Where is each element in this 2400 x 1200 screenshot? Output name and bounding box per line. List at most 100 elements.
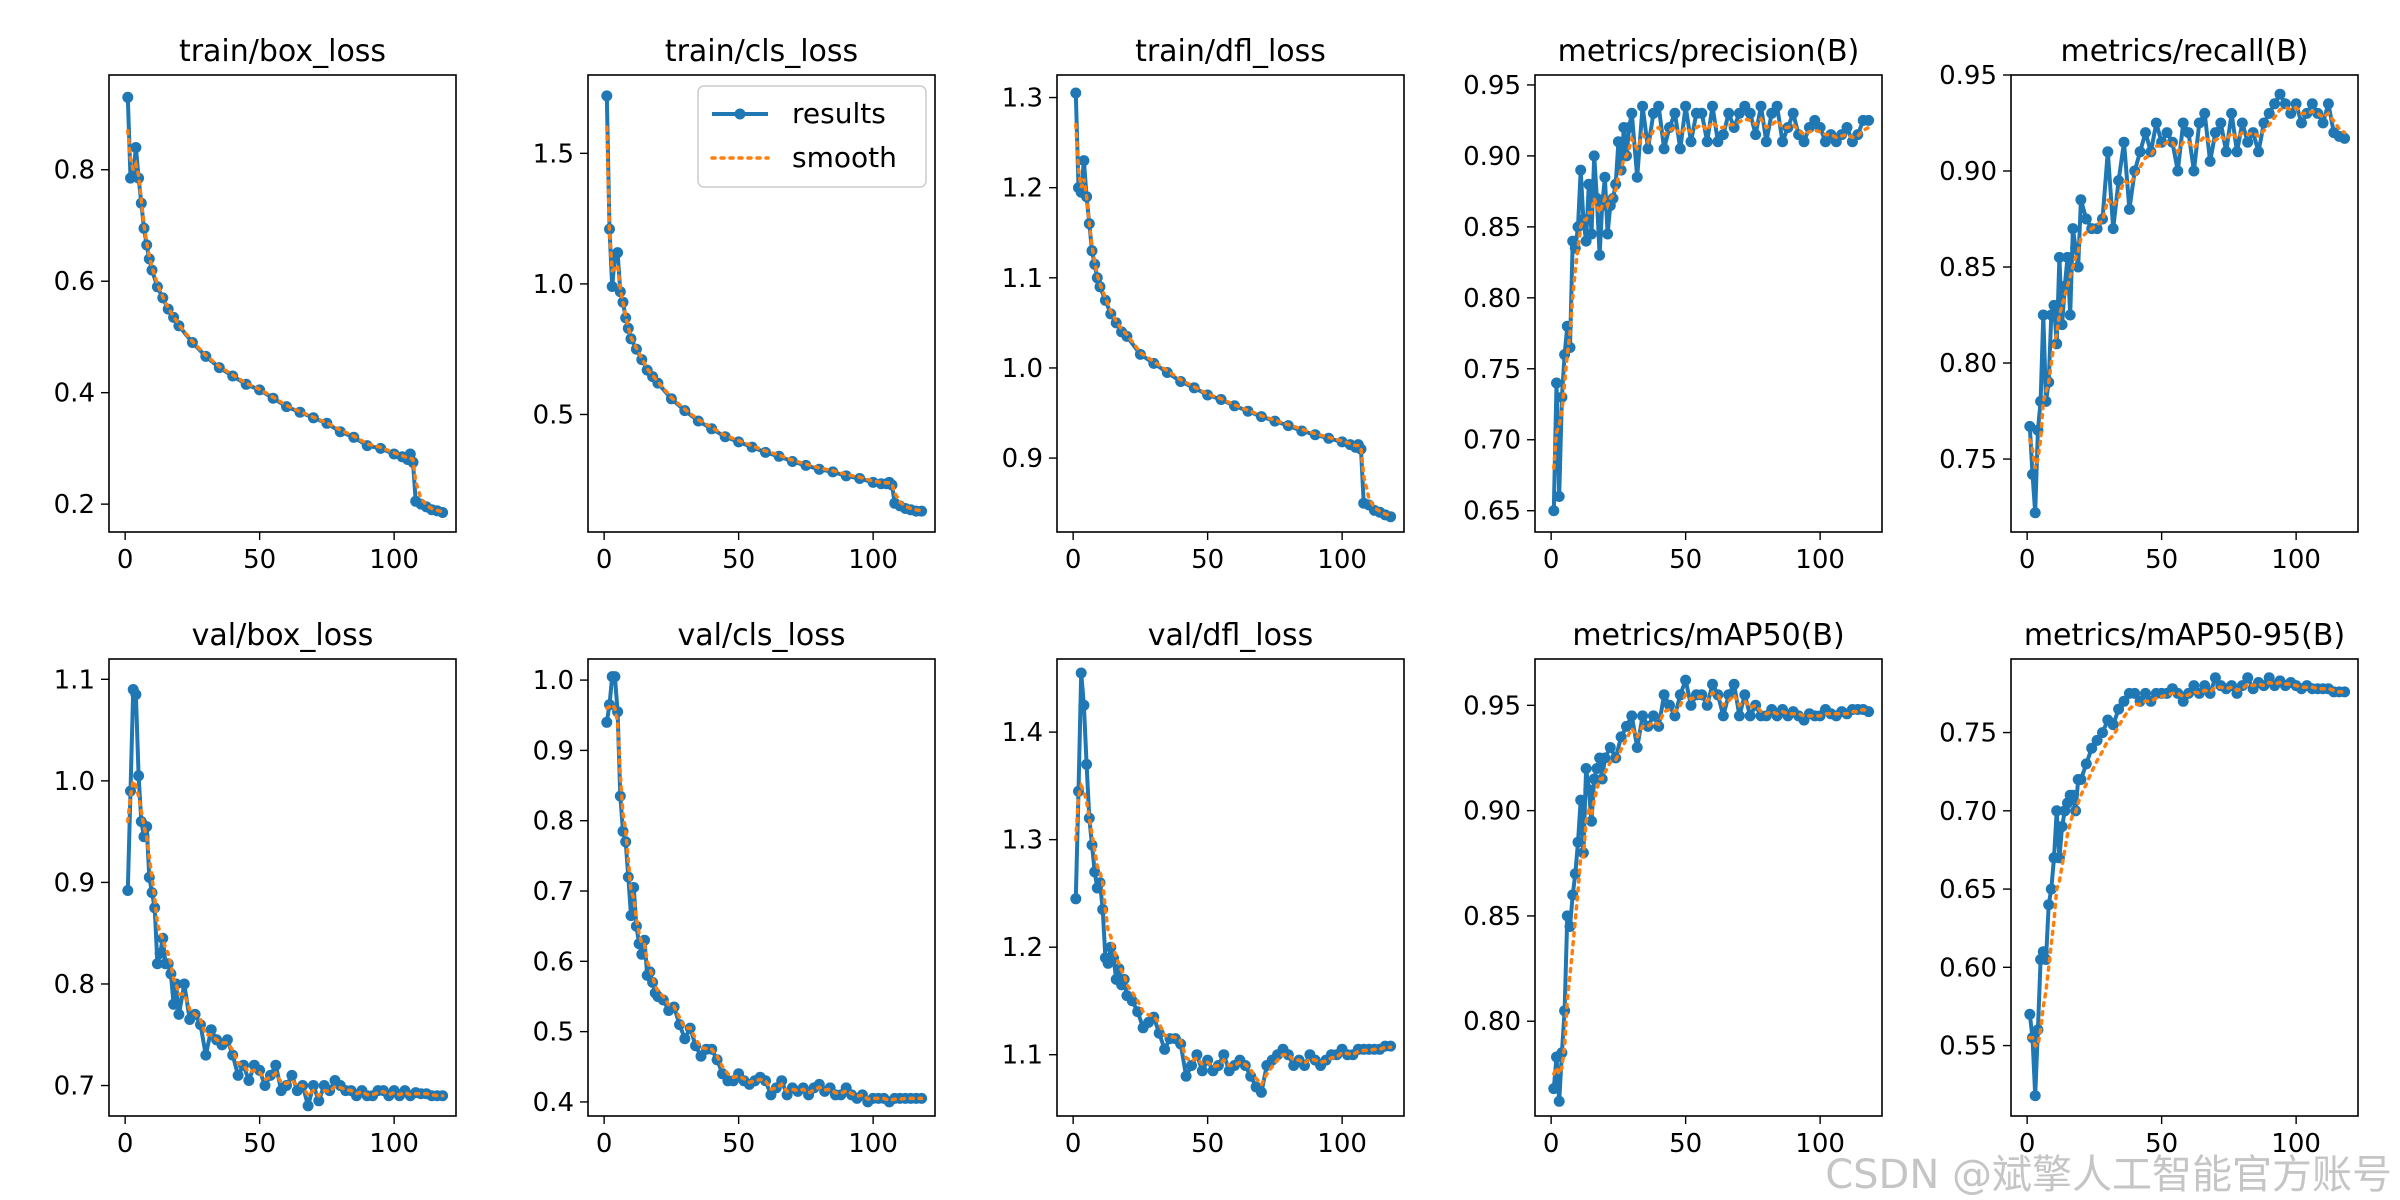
results-point: [1863, 114, 1875, 126]
results-point: [154, 948, 166, 959]
results-point: [2134, 146, 2146, 158]
smooth-line: [1074, 122, 1393, 518]
y-tick-label: 0.90: [1463, 797, 1521, 827]
plot-area: [2024, 88, 2351, 519]
y-tick-label: 0.80: [1939, 349, 1997, 379]
x-tick-label: 0: [1065, 545, 1082, 575]
subplot-2: train/cls_loss 0 50 100 0.5 1.0 1.5 results smoo…: [533, 34, 936, 575]
results-point: [2242, 672, 2254, 684]
results-point: [2263, 672, 2275, 684]
results-point: [133, 172, 145, 184]
results-point: [1075, 667, 1087, 679]
y-tick-label: 0.85: [1463, 213, 1521, 243]
results-point: [1685, 136, 1697, 148]
plot-frame: [587, 74, 936, 533]
results-point: [2269, 98, 2281, 110]
results-point: [302, 1100, 314, 1112]
results-point: [2209, 672, 2221, 684]
results-point: [1575, 794, 1587, 806]
results-point: [133, 770, 145, 782]
y-tick-label: 0.6: [533, 947, 574, 977]
y-tick-label: 0.5: [533, 1018, 574, 1048]
results-point: [625, 910, 637, 922]
results-point: [313, 1095, 325, 1107]
results-point: [2107, 719, 2119, 731]
results-point: [916, 505, 928, 517]
subplot-title: train/cls_loss: [665, 34, 858, 69]
results-point: [2080, 758, 2092, 770]
y-tick-label: 1.2: [1002, 933, 1043, 963]
subplot-5: metrics/recall(B) 0 50 100 0.75 0.80 0.85 0.90 0…: [1939, 34, 2359, 575]
x-tick-label: 50: [2145, 545, 2178, 575]
y-tick-label: 0.8: [533, 807, 574, 837]
results-point: [2339, 686, 2351, 698]
results-point: [2080, 213, 2092, 225]
results-point: [1548, 505, 1560, 517]
results-point: [2062, 251, 2073, 263]
results-point: [1696, 107, 1708, 119]
results-point: [270, 1059, 282, 1071]
plot-frame: [108, 658, 457, 1117]
subplot-8: val/dfl_loss 0 50 100 1.1 1.2 1.3 1.4: [1002, 618, 1405, 1159]
csdn-watermark: CSDN @斌擎人工智能官方账号: [1825, 1152, 2392, 1198]
y-tick-label: 1.3: [1002, 84, 1043, 114]
results-point: [2048, 299, 2060, 311]
results-point: [1553, 1095, 1565, 1107]
results-point: [307, 1080, 319, 1091]
smooth-line: [126, 128, 445, 514]
smooth-line: [1552, 116, 1871, 470]
y-tick-label: 1.5: [533, 139, 574, 169]
results-point: [1623, 122, 1635, 133]
plot-frame: [2010, 658, 2359, 1117]
results-point: [2045, 883, 2057, 895]
results-point: [2183, 127, 2194, 139]
y-tick-label: 0.90: [1463, 142, 1521, 172]
results-point: [2118, 136, 2130, 148]
y-tick-label: 0.75: [1939, 719, 1997, 749]
results-point: [2274, 88, 2286, 100]
x-tick-label: 50: [1191, 1129, 1224, 1159]
results-point: [1575, 164, 1587, 176]
results-point: [200, 1049, 212, 1061]
smooth-line: [605, 125, 924, 513]
results-point: [130, 142, 142, 153]
y-tick-label: 0.75: [1939, 445, 1997, 475]
results-point: [1159, 1043, 1171, 1055]
results-point: [1191, 1049, 1203, 1061]
results-point: [2067, 223, 2079, 235]
results-point: [1658, 689, 1670, 701]
results-point: [2177, 117, 2189, 129]
results-point: [2258, 117, 2270, 129]
results-point: [1653, 100, 1665, 112]
results-point: [1599, 171, 1611, 183]
results-point: [2322, 98, 2334, 110]
smooth-line: [1552, 690, 1871, 1079]
subplot-title: val/dfl_loss: [1148, 618, 1313, 653]
results-point: [2113, 703, 2125, 715]
results-point: [1602, 228, 1614, 240]
subplot-4: metrics/precision(B) 0 50 100 0.65 0.70 0.75 0.…: [1463, 34, 1883, 575]
results-point: [1728, 678, 1740, 690]
results-point: [1567, 889, 1579, 901]
y-tick-label: 1.0: [54, 767, 95, 797]
results-point: [2209, 127, 2221, 139]
results-point: [232, 1069, 244, 1081]
x-tick-label: 50: [722, 1129, 755, 1159]
results-point: [2064, 309, 2076, 321]
results-point: [2263, 107, 2275, 119]
plot-frame: [1056, 658, 1405, 1117]
results-point: [1186, 1060, 1197, 1071]
y-tick-label: 0.80: [1463, 284, 1521, 314]
results-point: [2053, 251, 2065, 263]
y-tick-label: 1.0: [533, 270, 574, 300]
subplot-title: metrics/mAP50(B): [1572, 618, 1844, 653]
subplot-title: train/dfl_loss: [1135, 34, 1326, 69]
subplot-3: train/dfl_loss 0 50 100 0.9 1.0 1.1 1.2 1.3: [1002, 34, 1405, 575]
plot-area: [1548, 674, 1875, 1107]
y-tick-label: 0.75: [1463, 355, 1521, 385]
results-point: [1777, 136, 1788, 148]
y-tick-label: 1.0: [1002, 354, 1043, 384]
y-tick-label: 0.55: [1939, 1032, 1997, 1062]
results-point: [2129, 687, 2141, 699]
y-tick-label: 0.65: [1939, 875, 1997, 905]
